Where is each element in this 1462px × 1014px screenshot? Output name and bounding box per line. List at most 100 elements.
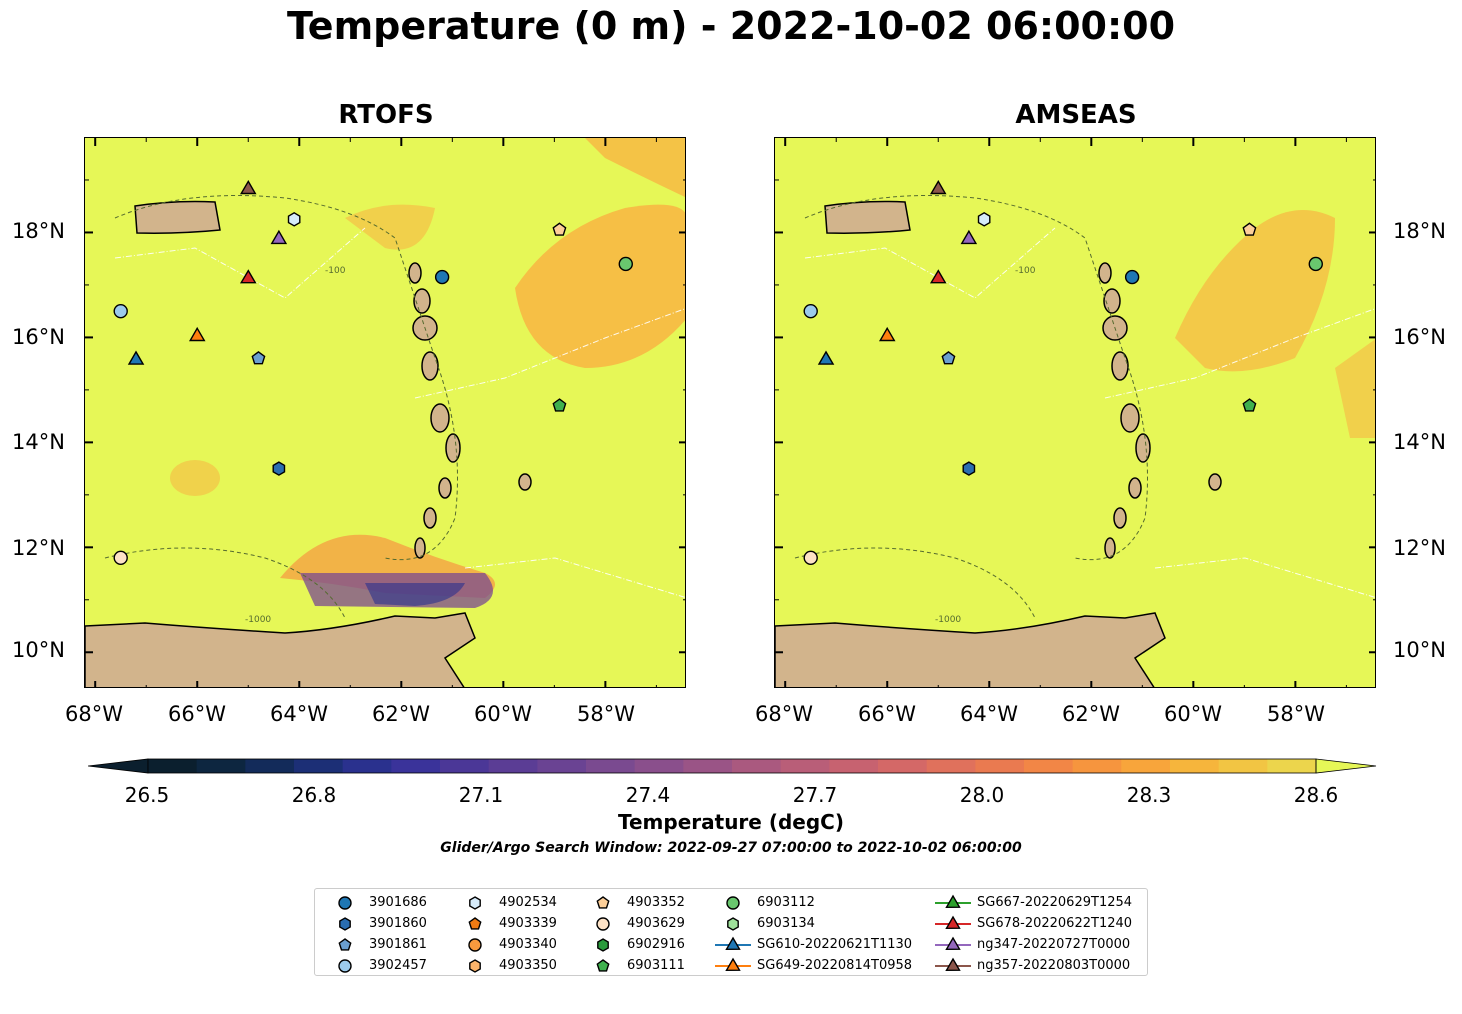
legend-label: 4902534 xyxy=(499,895,557,910)
legend-label: SG649-20220814T0958 xyxy=(757,958,913,973)
colorbar-segment xyxy=(586,759,636,773)
obs-marker-SG678-20220622T1240 xyxy=(929,269,947,284)
eez-boundary xyxy=(464,557,685,598)
legend: 3901686 3901860 3901861 3902457 4902534 49033… xyxy=(314,888,1148,976)
land-island xyxy=(1098,262,1112,284)
legend-label: ng357-20220803T0000 xyxy=(977,958,1131,973)
lat-label: 14°N xyxy=(1393,430,1446,454)
legend-marker xyxy=(338,896,352,910)
obs-marker-3901861 xyxy=(251,351,266,365)
legend-marker-shape xyxy=(339,917,351,931)
legend-marker xyxy=(469,959,481,973)
lon-label: 62°W xyxy=(1062,702,1120,726)
legend-label: 6903134 xyxy=(757,916,815,931)
obs-marker-3901686 xyxy=(434,269,450,285)
land-south-america xyxy=(85,612,476,687)
legend-label: 6903112 xyxy=(757,895,815,910)
legend-marker xyxy=(338,938,352,951)
legend-marker xyxy=(715,936,751,951)
legend-label: 6903111 xyxy=(627,958,685,973)
lon-label: 58°W xyxy=(577,702,635,726)
land-island xyxy=(408,262,422,284)
obs-marker-4903352 xyxy=(1242,222,1257,236)
colorbar-segment xyxy=(1267,759,1317,773)
land-island xyxy=(445,433,461,463)
obs-marker-3901861 xyxy=(941,351,956,365)
lat-label: 12°N xyxy=(1393,536,1446,560)
colorbar-segment xyxy=(1218,759,1268,773)
legend-label: 3901861 xyxy=(369,937,427,952)
legend-marker xyxy=(338,959,352,973)
legend-marker xyxy=(596,917,610,931)
legend-label: 4903339 xyxy=(499,916,557,931)
colorbar xyxy=(88,758,1377,774)
legend-marker xyxy=(935,915,971,930)
map-canvas: -100 -1000 xyxy=(85,138,685,687)
legend-label: ng347-20220727T0000 xyxy=(977,937,1131,952)
panel-title-rtofs: RTOFS xyxy=(338,100,434,130)
land-south-america xyxy=(775,612,1166,687)
legend-marker xyxy=(935,894,971,909)
legend-marker xyxy=(339,917,351,931)
colorbar-segment xyxy=(1170,759,1220,773)
colorbar-tick: 28.6 xyxy=(1293,783,1339,807)
bathymetry-contour xyxy=(804,195,1148,561)
lat-label: 16°N xyxy=(12,325,65,349)
land-puerto-rico xyxy=(824,200,911,234)
legend-marker-shape xyxy=(725,936,741,951)
obs-marker-6903111 xyxy=(1242,398,1257,412)
obs-marker-4903629 xyxy=(803,550,818,566)
legend-marker-shape xyxy=(596,896,610,909)
obs-marker-SG649-20220814T0958 xyxy=(878,326,896,342)
obs-marker-3901860 xyxy=(962,461,976,476)
legend-label: 4903350 xyxy=(499,958,557,973)
legend-marker xyxy=(468,938,482,952)
bathymetry-contour xyxy=(114,195,458,561)
land-island xyxy=(1113,507,1127,529)
contour-label: -100 xyxy=(325,266,346,276)
colorbar-segment xyxy=(342,759,392,773)
colorbar-segment xyxy=(294,759,344,773)
legend-marker xyxy=(715,957,751,972)
colorbar-extend-high xyxy=(1315,758,1377,774)
warm-anomaly xyxy=(1175,210,1335,372)
lon-label: 64°W xyxy=(960,702,1018,726)
lon-label: 66°W xyxy=(858,702,916,726)
obs-marker-ng357-20220803T0000 xyxy=(239,180,257,195)
colorbar-segment xyxy=(926,759,976,773)
colorbar-segment xyxy=(245,759,295,773)
contour-label: -1000 xyxy=(245,615,271,625)
lat-label: 18°N xyxy=(12,219,65,243)
colorbar-extend-low xyxy=(88,758,149,774)
lon-label: 66°W xyxy=(168,702,226,726)
land-island xyxy=(438,477,452,499)
legend-marker-shape xyxy=(597,938,609,952)
legend-label: SG667-20220629T1254 xyxy=(977,895,1133,910)
obs-marker-ng357-20220803T0000 xyxy=(929,180,947,195)
legend-marker-shape xyxy=(945,957,961,972)
figure-title: Temperature (0 m) - 2022-10-02 06:00:00 xyxy=(286,4,1176,48)
land-island xyxy=(430,403,450,433)
land-island xyxy=(1111,351,1129,381)
colorbar-segment xyxy=(1024,759,1074,773)
legend-marker-shape xyxy=(945,936,961,951)
colorbar-tick: 28.0 xyxy=(959,783,1005,807)
warm-anomaly xyxy=(1335,339,1375,438)
legend-marker-shape xyxy=(468,938,482,952)
land-island xyxy=(423,507,437,529)
legend-marker-shape xyxy=(945,894,961,909)
legend-label: SG678-20220622T1240 xyxy=(977,916,1133,931)
legend-marker xyxy=(596,959,610,972)
obs-marker-3901860 xyxy=(272,461,286,476)
land-island xyxy=(1135,433,1151,463)
obs-marker-6903111 xyxy=(552,398,567,412)
land-puerto-rico xyxy=(134,200,221,234)
obs-marker-3902457 xyxy=(113,303,128,319)
eez-boundary xyxy=(804,227,1056,299)
warm-anomaly xyxy=(345,204,435,250)
colorbar-segment xyxy=(878,759,928,773)
bathymetry-contour xyxy=(794,547,1036,619)
legend-label: SG610-20220621T1130 xyxy=(757,937,913,952)
legend-marker xyxy=(597,938,609,952)
lon-label: 68°W xyxy=(755,702,813,726)
